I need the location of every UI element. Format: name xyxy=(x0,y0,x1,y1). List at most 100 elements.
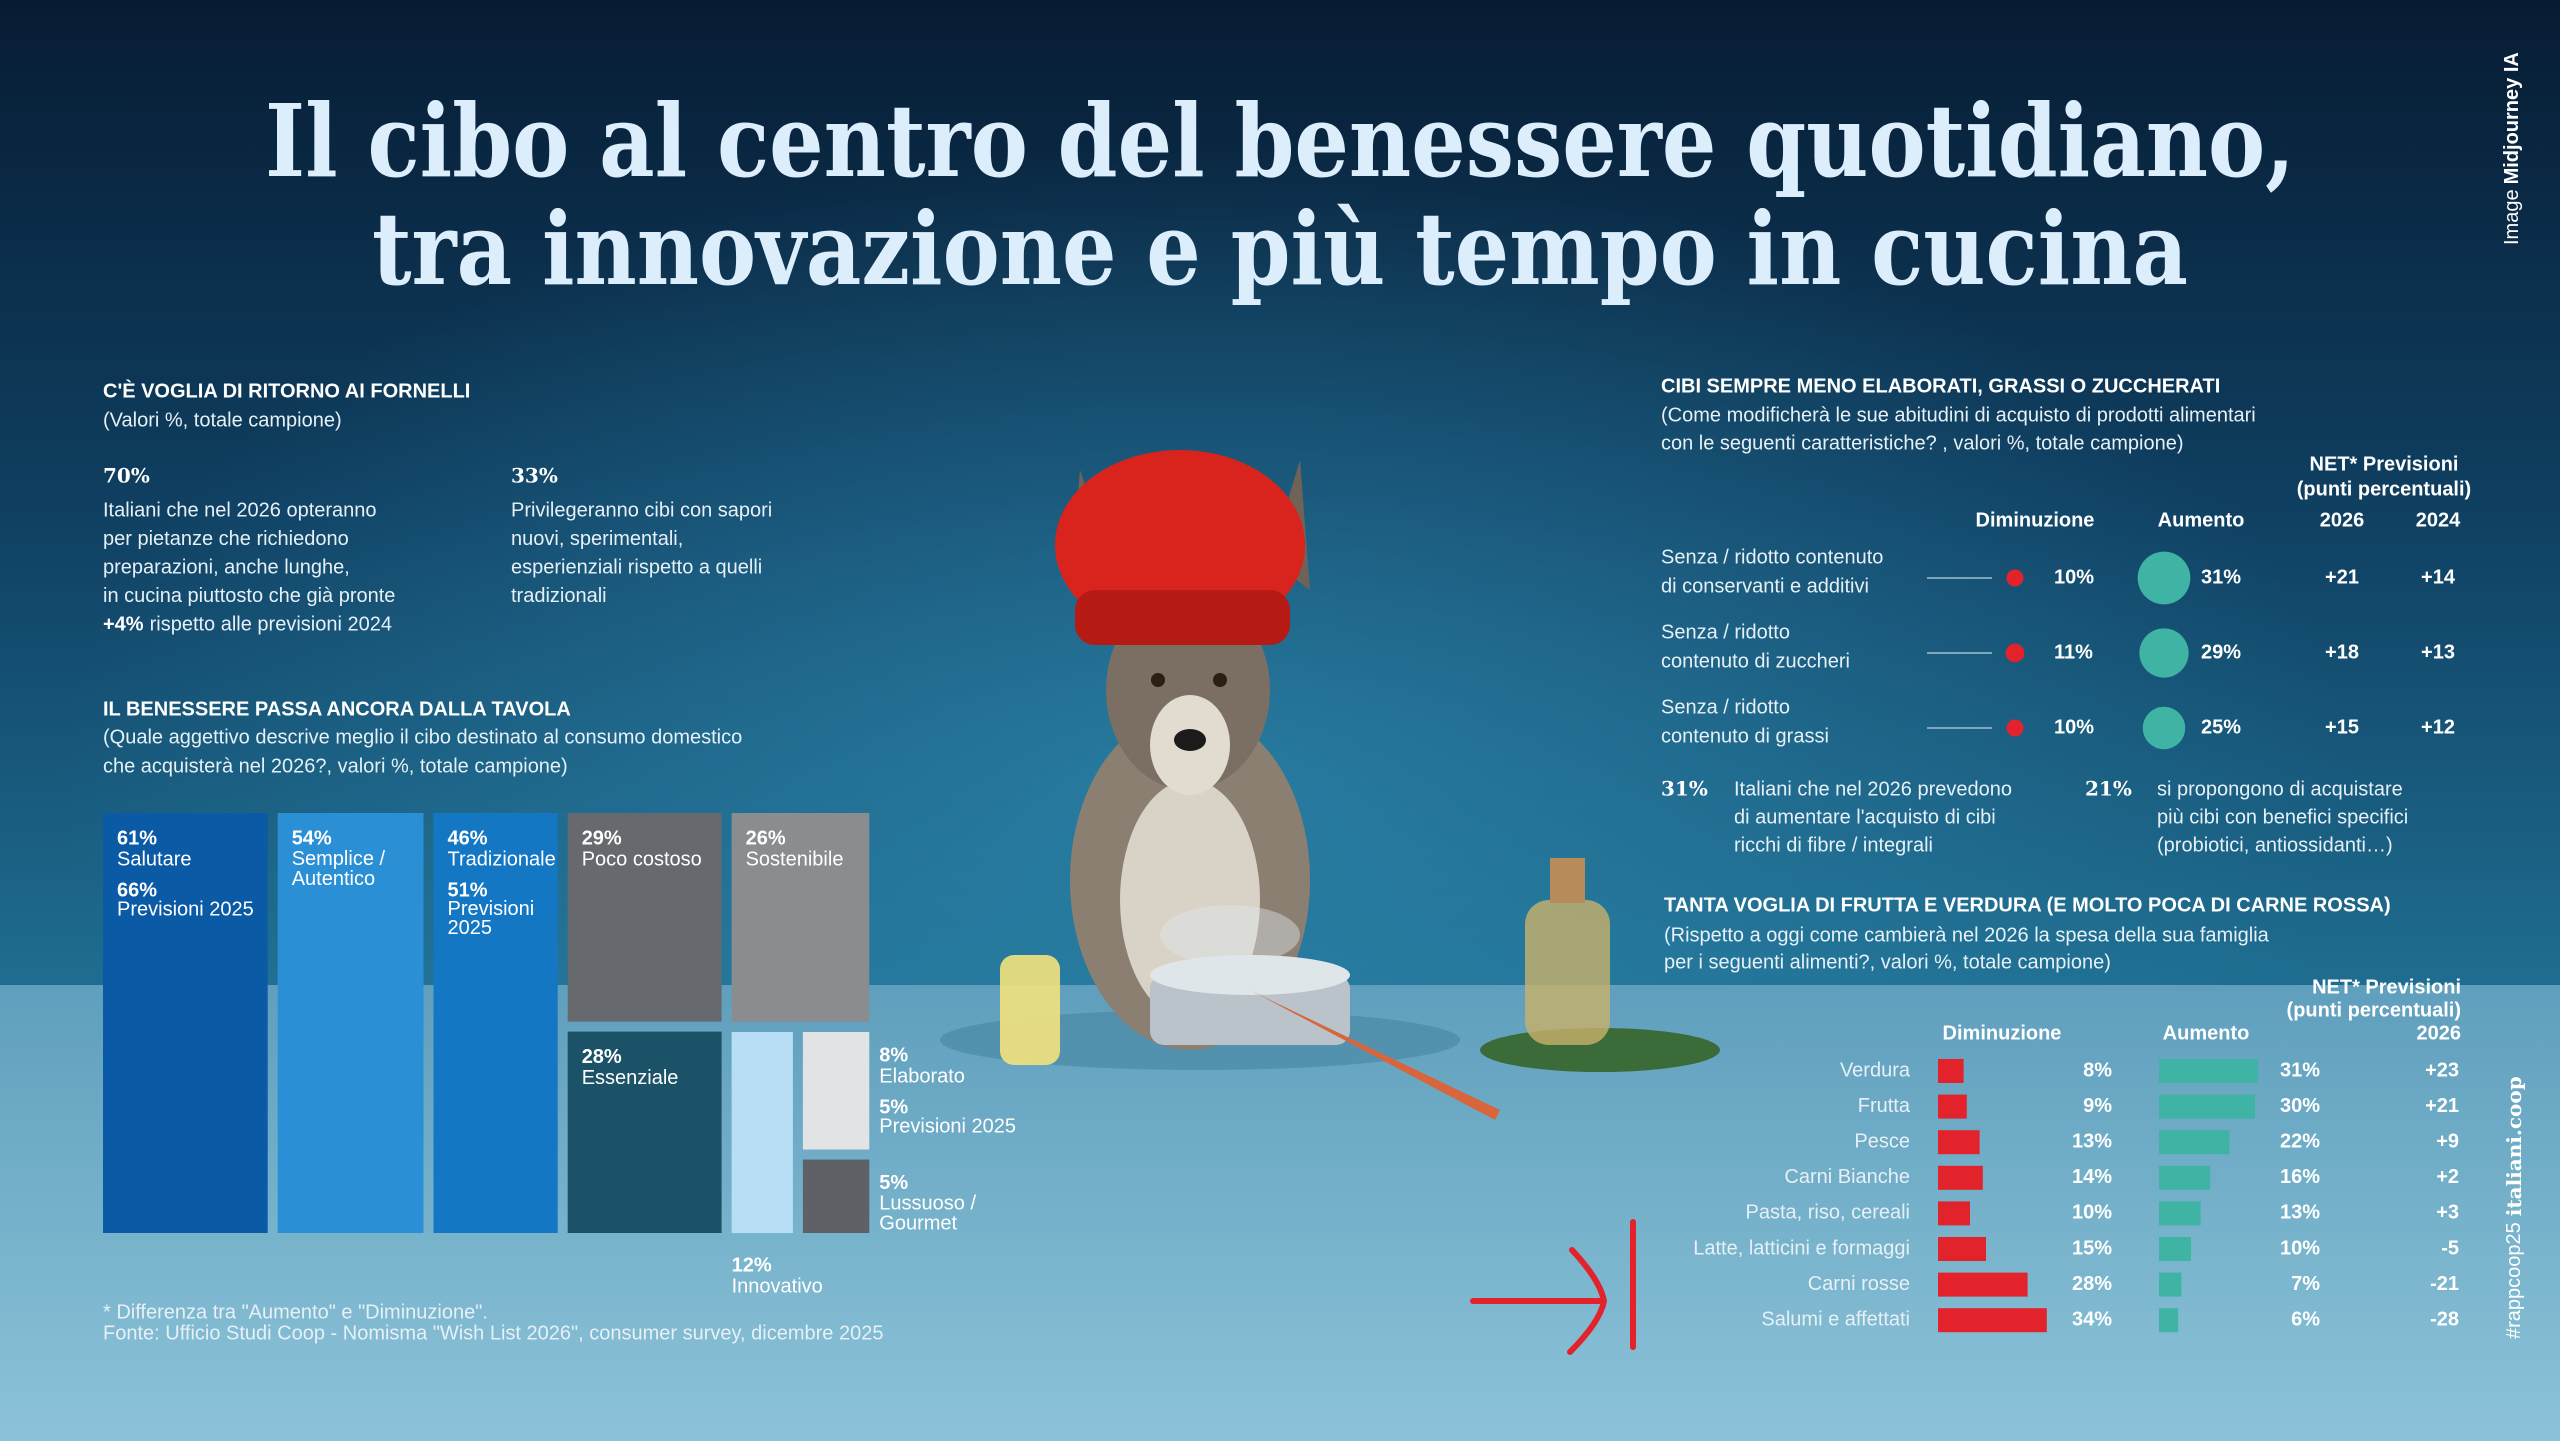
category-label: Verdura xyxy=(1840,1059,1911,1081)
category-label: Pasta, riso, cereali xyxy=(1745,1202,1910,1224)
category-label: Latte, latticini e formaggi xyxy=(1693,1237,1910,1259)
treemap-cell xyxy=(802,1032,870,1150)
value-label: 8% xyxy=(2083,1059,2112,1081)
net-title: NET* Previsioni xyxy=(2312,976,2461,998)
pot xyxy=(1150,975,1350,1045)
net-value: -21 xyxy=(2430,1273,2459,1295)
treemap-cell xyxy=(567,813,722,1022)
category-label: Poco costoso xyxy=(582,848,702,870)
treemap-cell xyxy=(802,1159,870,1233)
text-line: Autentico xyxy=(292,868,375,890)
category-label: di conservanti e additivi xyxy=(1661,575,1869,597)
value-label: 6% xyxy=(2291,1308,2320,1330)
category-label: Frutta xyxy=(1858,1095,1911,1117)
forecast-label: 66% xyxy=(117,879,157,901)
arrow-head xyxy=(1567,1247,1608,1355)
net-column: 2024 xyxy=(2416,509,2461,531)
stat-text: per pietanze che richiedono xyxy=(103,528,349,550)
steam xyxy=(1160,905,1300,965)
stat-highlight: +4% rispetto alle previsioni 2024 xyxy=(103,614,392,636)
callout-value: 21% xyxy=(2085,777,2132,801)
highlight-text: rispetto alle previsioni 2024 xyxy=(150,614,392,636)
value-label: 10% xyxy=(2054,566,2094,588)
net-title: (punti percentuali) xyxy=(2297,478,2471,500)
category-label: Semplice / Autentico xyxy=(292,848,386,890)
hashtag: #rappcoop25 italiani.coop xyxy=(2502,1076,2526,1339)
value-label: 10% xyxy=(2054,716,2094,738)
net-value: +12 xyxy=(2421,716,2455,738)
category-label: Innovativo xyxy=(732,1275,823,1297)
chart-subtitle: (Rispetto a oggi come cambierà nel 2026 … xyxy=(1664,924,2270,946)
category-label: Salumi e affettati xyxy=(1761,1308,1910,1330)
value-label: 31% xyxy=(2201,566,2241,588)
treemap-cell xyxy=(433,813,558,1233)
category-label: Lussuoso / Gourmet xyxy=(879,1193,976,1235)
bar xyxy=(2159,1059,2259,1083)
illustration xyxy=(940,450,1720,1120)
category-label: Essenziale xyxy=(582,1067,679,1089)
net-value: +21 xyxy=(2325,566,2359,588)
legend-label: Diminuzione xyxy=(1943,1022,2062,1044)
value-label: 15% xyxy=(2072,1237,2112,1259)
section-title: C'È VOGLIA DI RITORNO AI FORNELLI xyxy=(103,379,470,402)
value-label: 10% xyxy=(2280,1237,2320,1259)
legend-label: Aumento xyxy=(2163,1022,2250,1044)
callout-text: ricchi di fibre / integrali xyxy=(1734,834,1933,856)
forecast-name: Previsioni 2025 xyxy=(448,898,535,939)
footnote: * Differenza tra "Aumento" e "Diminuzion… xyxy=(103,1301,488,1323)
value-label: 46% xyxy=(448,827,488,849)
dot xyxy=(2006,719,2024,737)
value-label: 13% xyxy=(2280,1202,2320,1224)
value-label: 26% xyxy=(746,827,786,849)
chart-subtitle: (Quale aggettivo descrive meglio il cibo… xyxy=(103,726,742,748)
value-label: 31% xyxy=(2280,1059,2320,1081)
category-label: Sostenibile xyxy=(746,848,844,870)
pot-rim xyxy=(1150,955,1350,995)
value-label: 25% xyxy=(2201,716,2241,738)
bar xyxy=(1938,1094,1967,1119)
juice-jar xyxy=(1000,955,1060,1065)
dot xyxy=(2139,628,2189,678)
net-column: 2026 xyxy=(2320,509,2365,531)
value-label: 8% xyxy=(879,1044,908,1066)
value-label: 34% xyxy=(2072,1308,2112,1330)
net-value: +14 xyxy=(2421,566,2456,588)
stat-value: 70% xyxy=(103,464,150,488)
hashtag-site: italiani.coop xyxy=(2502,1076,2526,1216)
forecast-name: Previsioni 2025 xyxy=(117,898,254,920)
value-label: 12% xyxy=(732,1254,772,1276)
value-label: 10% xyxy=(2072,1202,2112,1224)
callout-text: (probiotici, antiossidanti…) xyxy=(2157,834,2393,856)
value-label: 14% xyxy=(2072,1166,2112,1188)
oil-bottle xyxy=(1525,900,1610,1045)
source: Fonte: Ufficio Studi Coop - Nomisma "Wis… xyxy=(103,1322,883,1344)
callout-text: più cibi con benefici specifici xyxy=(2157,806,2408,828)
stat-text: tradizionali xyxy=(511,585,607,607)
stat-text: nuovi, sperimentali, xyxy=(511,528,683,550)
treemap-cell xyxy=(103,813,268,1233)
bar xyxy=(1938,1272,2028,1297)
value-label: 7% xyxy=(2291,1273,2320,1295)
text-line: Semplice / xyxy=(292,848,386,870)
treemap-cell xyxy=(731,813,870,1023)
value-label: 5% xyxy=(879,1172,908,1194)
chart-subtitle: con le seguenti caratteristiche? , valor… xyxy=(1661,432,2184,454)
net-value: +13 xyxy=(2421,641,2455,663)
credit-prefix: Image xyxy=(2501,189,2523,245)
value-label: 28% xyxy=(582,1046,622,1068)
callout-text: Italiani che nel 2026 prevedono xyxy=(1734,778,2012,800)
credit: Midjourney IA xyxy=(2501,52,2523,184)
content: Il cibo al centro del benessere quotidia… xyxy=(103,52,2526,1344)
net-value: +23 xyxy=(2425,1059,2459,1081)
stat-text: preparazioni, anche lunghe, xyxy=(103,556,350,578)
bar xyxy=(1938,1059,1964,1083)
wolf-eye xyxy=(1151,673,1165,687)
chart-subtitle: per i seguenti alimenti?, valori %, tota… xyxy=(1664,951,2111,973)
dot xyxy=(2137,551,2191,605)
section-subtitle: (Valori %, totale campione) xyxy=(103,409,342,431)
cork xyxy=(1550,858,1585,903)
dot xyxy=(2006,569,2024,587)
title-line: tra innovazione e più tempo in cucina xyxy=(372,190,2188,308)
